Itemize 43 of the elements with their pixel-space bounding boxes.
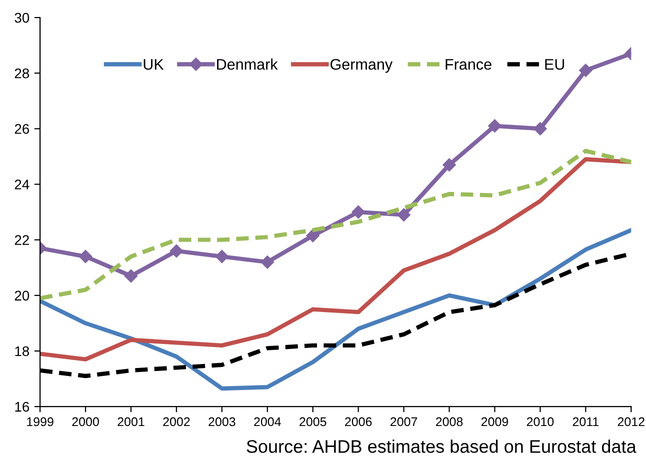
x-tick-label: 2002 [163, 417, 190, 426]
source-note: Source: AHDB estimates based on Eurostat data [246, 440, 636, 453]
point [170, 244, 184, 258]
line-series [40, 228, 632, 391]
point [534, 122, 547, 136]
point [442, 158, 456, 172]
legend-label: Germany [330, 58, 393, 73]
point [488, 119, 502, 133]
point [579, 64, 592, 77]
line-series [40, 157, 632, 362]
y-tick-label: 22 [14, 235, 29, 245]
legend-label: UK [144, 59, 164, 70]
y-tick-label: 18 [15, 346, 30, 356]
x-tick-label: 2008 [436, 417, 463, 426]
x-tick-label: 2009 [481, 417, 508, 426]
y-tick-label: 28 [14, 68, 30, 78]
y-tick-label: 24 [14, 180, 30, 190]
x-tick-label: 2004 [254, 417, 281, 426]
x-tick-label: 2000 [72, 417, 99, 426]
x-tick-label: 2001 [118, 417, 144, 426]
point [124, 269, 138, 283]
legend-label: EU [545, 59, 564, 70]
x-tick-label: 2005 [300, 417, 326, 426]
x-tick-label: 2010 [526, 417, 554, 426]
x-tick-label: 2003 [208, 417, 236, 426]
legend-label: Denmark [217, 58, 278, 70]
y-tick-label: 30 [14, 12, 30, 23]
point [397, 208, 410, 222]
y-tick-label: 26 [14, 124, 30, 134]
x-tick-label: 1999 [27, 417, 54, 426]
point [215, 250, 229, 264]
x-tick-label: 2006 [345, 417, 372, 426]
y-tick-label: 20 [14, 290, 30, 301]
point [306, 229, 320, 242]
point [260, 255, 274, 269]
x-tick-label: 2012 [618, 417, 644, 426]
line-series [40, 148, 632, 300]
point [352, 205, 365, 219]
y-tick-label: 16 [15, 402, 30, 412]
x-tick-label: 2011 [572, 417, 599, 426]
x-tick-label: 2007 [390, 417, 418, 426]
legend-label: France [446, 59, 492, 70]
point [78, 250, 92, 264]
